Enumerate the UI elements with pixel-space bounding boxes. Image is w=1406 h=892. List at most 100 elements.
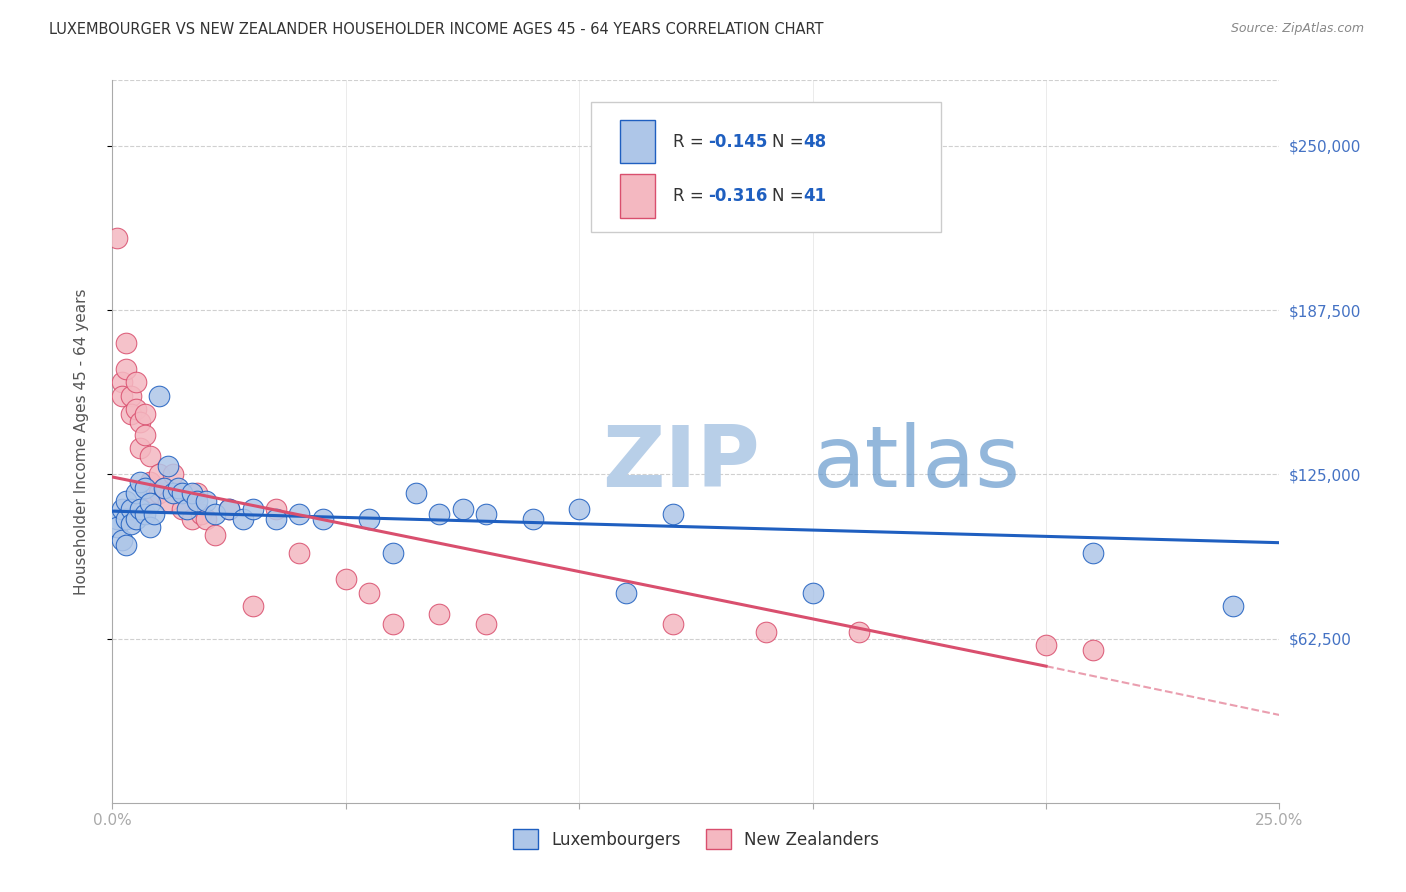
Point [218,501,240,516]
Point [148,485,170,500]
Point [405,485,427,500]
Point [139,520,162,534]
Point [111,388,134,402]
Text: -0.316: -0.316 [707,187,768,205]
Point [143,485,166,500]
Point [232,512,254,526]
Text: -0.145: -0.145 [707,133,768,151]
Point [139,475,162,490]
Point [242,599,264,613]
FancyBboxPatch shape [620,120,655,163]
Point [614,585,637,599]
Point [848,625,870,640]
Point [522,512,544,526]
Point [1081,546,1104,560]
Point [162,467,184,482]
Point [311,512,333,526]
Point [115,362,138,376]
Point [129,441,152,455]
Text: atlas: atlas [813,422,1021,505]
Point [134,407,156,421]
Point [120,407,142,421]
Point [1035,638,1057,652]
Point [242,501,264,516]
Point [661,617,683,632]
Point [1222,599,1244,613]
Point [264,501,287,516]
Point [125,401,148,416]
Text: ZIP: ZIP [603,422,761,505]
Point [153,481,176,495]
Point [120,388,142,402]
Point [475,507,498,521]
Point [143,507,166,521]
Point [157,493,180,508]
Point [359,512,381,526]
Point [105,231,128,245]
Point [134,481,156,495]
Point [218,501,240,516]
Y-axis label: Householder Income Ages 45 - 64 years: Householder Income Ages 45 - 64 years [75,288,89,595]
Point [335,573,357,587]
Point [111,501,134,516]
Point [801,585,824,599]
Point [111,376,134,390]
Point [186,485,208,500]
Point [176,501,198,516]
Point [153,481,176,495]
Point [120,501,142,516]
Text: R =: R = [672,133,709,151]
Point [427,507,450,521]
Point [125,485,148,500]
Point [264,512,287,526]
FancyBboxPatch shape [620,174,655,218]
Point [475,617,498,632]
Point [105,520,128,534]
Point [129,501,152,516]
Point [148,388,170,402]
Point [180,485,202,500]
Point [288,546,311,560]
Text: R =: R = [672,187,709,205]
Point [204,507,226,521]
Point [162,485,184,500]
Point [194,493,217,508]
Point [194,512,217,526]
Point [105,512,128,526]
Point [427,607,450,621]
Legend: Luxembourgers, New Zealanders: Luxembourgers, New Zealanders [506,822,886,856]
Text: N =: N = [772,133,808,151]
Point [129,475,152,490]
Text: 41: 41 [803,187,827,205]
Point [204,528,226,542]
Text: 48: 48 [803,133,827,151]
Point [288,507,311,521]
Point [568,501,591,516]
Point [134,507,156,521]
Point [115,493,138,508]
Text: Source: ZipAtlas.com: Source: ZipAtlas.com [1230,22,1364,36]
Point [180,512,202,526]
Point [381,617,404,632]
Point [139,496,162,510]
Point [120,517,142,532]
Point [1081,643,1104,657]
Point [125,512,148,526]
Text: N =: N = [772,187,808,205]
Point [190,507,212,521]
Point [186,493,208,508]
Point [661,507,683,521]
Point [111,533,134,547]
Point [157,459,180,474]
FancyBboxPatch shape [591,102,941,232]
Point [125,376,148,390]
Point [172,501,194,516]
Point [134,428,156,442]
Point [129,415,152,429]
Point [381,546,404,560]
Point [451,501,474,516]
Point [166,481,188,495]
Point [115,512,138,526]
Point [755,625,778,640]
Point [172,485,194,500]
